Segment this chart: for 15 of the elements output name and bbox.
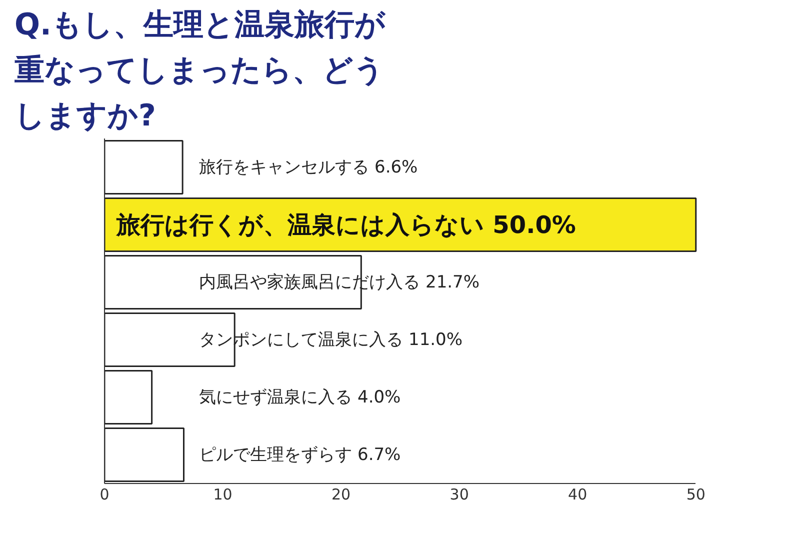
bar [104,428,184,482]
bar [104,312,236,367]
x-tick-label: 0 [100,486,110,504]
category-label: 旅行は行くが、温泉には入らない 50.0% [116,210,576,239]
category-label: ピルで生理をずらす 6.7% [199,444,401,465]
chart-title: Q.もし、生理と温泉旅行が重なってしまったら、どうしますか? [14,8,386,134]
x-tick-label: 10 [213,486,232,504]
bar [104,140,184,194]
x-tick-label: 50 [686,486,706,504]
category-label: 気にせず温泉に入る 4.0% [199,387,401,408]
x-tick-label: 30 [450,486,469,504]
bar [104,370,153,424]
category-label: 旅行をキャンセルする 6.6% [199,157,418,178]
x-tick-label: 20 [332,486,351,504]
x-tick-label: 40 [568,486,588,504]
